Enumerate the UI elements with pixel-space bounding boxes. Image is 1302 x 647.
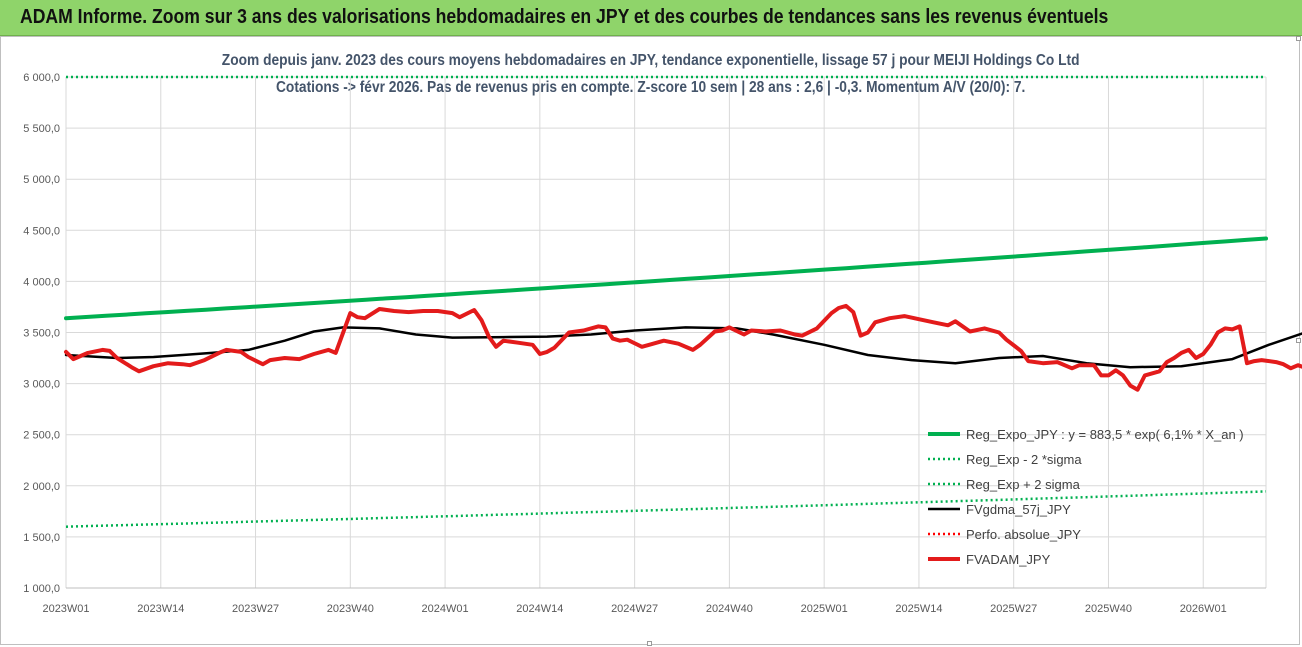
y-tick-label: 3 500,0 bbox=[23, 328, 60, 340]
legend-label: FVADAM_JPY bbox=[966, 552, 1051, 567]
legend-label: FVgdma_57j_JPY bbox=[966, 502, 1071, 517]
y-axis-labels: 1 000,0 1 500,0 2 000,0 2 500,0 3 000,0 3 500… bbox=[23, 72, 60, 595]
x-tick-label: 2025W01 bbox=[801, 603, 848, 615]
legend-label: Reg_Exp + 2 sigma bbox=[966, 477, 1081, 492]
legend-label: Perfo. absolue_JPY bbox=[966, 527, 1081, 542]
chart-title-line2: Cotations -> févr 2026. Pas de revenus p… bbox=[276, 79, 1026, 96]
x-tick-label: 2024W40 bbox=[706, 603, 753, 615]
x-tick-label: 2023W01 bbox=[42, 603, 89, 615]
series-lines bbox=[64, 75, 1302, 528]
x-tick-label: 2023W40 bbox=[327, 603, 374, 615]
resize-handle-top-right[interactable] bbox=[1296, 36, 1301, 41]
x-tick-label: 2025W40 bbox=[1085, 603, 1132, 615]
y-tick-label: 5 000,0 bbox=[23, 174, 60, 186]
lower-sigma-line bbox=[65, 490, 1267, 528]
x-tick-label: 2025W14 bbox=[895, 603, 942, 615]
gridlines bbox=[65, 76, 1267, 589]
legend-label: Reg_Exp - 2 *sigma bbox=[966, 452, 1082, 467]
x-tick-label: 2023W27 bbox=[232, 603, 279, 615]
x-tick-label: 2024W14 bbox=[516, 603, 563, 615]
chart-title-line1: Zoom depuis janv. 2023 des cours moyens … bbox=[222, 52, 1080, 69]
x-tick-label: 2023W14 bbox=[137, 603, 184, 615]
x-axis-labels: 2023W01 2023W14 2023W27 2023W40 2024W01 2024W… bbox=[42, 603, 1226, 615]
resize-handle-right[interactable] bbox=[1296, 338, 1301, 343]
report-banner: ADAM Informe. Zoom sur 3 ans des valoris… bbox=[0, 0, 1302, 36]
y-tick-label: 6 000,0 bbox=[23, 72, 60, 84]
x-tick-label: 2026W01 bbox=[1180, 603, 1227, 615]
y-tick-label: 1 000,0 bbox=[23, 583, 60, 595]
resize-handle-bottom[interactable] bbox=[647, 641, 652, 646]
x-tick-label: 2024W01 bbox=[422, 603, 469, 615]
y-tick-label: 2 000,0 bbox=[23, 481, 60, 493]
y-tick-label: 1 500,0 bbox=[23, 532, 60, 544]
y-tick-label: 4 000,0 bbox=[23, 276, 60, 288]
regression-line bbox=[64, 236, 1268, 321]
price-line bbox=[64, 303, 1302, 392]
moving-average-line bbox=[64, 326, 1302, 369]
y-tick-label: 5 500,0 bbox=[23, 123, 60, 135]
x-tick-label: 2025W27 bbox=[990, 603, 1037, 615]
x-tick-label: 2024W27 bbox=[611, 603, 658, 615]
y-tick-label: 3 000,0 bbox=[23, 379, 60, 391]
legend: Reg_Expo_JPY : y = 883,5 * exp( 6,1% * X… bbox=[928, 427, 1244, 567]
banner-title: ADAM Informe. Zoom sur 3 ans des valoris… bbox=[20, 6, 1109, 28]
y-tick-label: 4 500,0 bbox=[23, 225, 60, 237]
legend-label: Reg_Expo_JPY : y = 883,5 * exp( 6,1% * X… bbox=[966, 427, 1244, 442]
y-tick-label: 2 500,0 bbox=[23, 430, 60, 442]
